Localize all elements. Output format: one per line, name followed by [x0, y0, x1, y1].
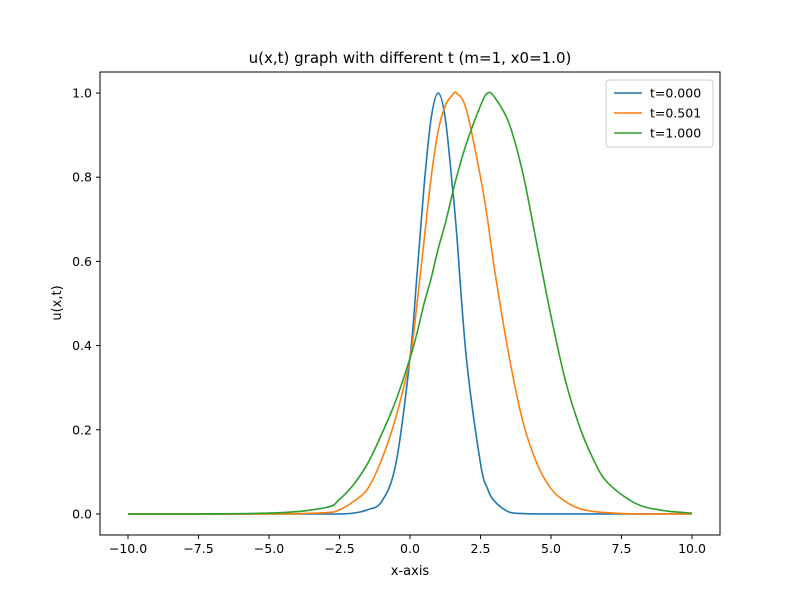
y-axis: 0.0 0.2 0.4 0.6 0.8 1.0 — [72, 86, 100, 521]
x-tick-label: 7.5 — [612, 541, 632, 556]
legend-box — [605, 79, 714, 148]
legend-label-1: t=0.501 — [650, 106, 701, 121]
y-tick-label: 0.0 — [72, 506, 92, 521]
x-tick-label: −7.5 — [183, 541, 213, 556]
x-tick-label: −10.0 — [109, 541, 147, 556]
series-line-1 — [127, 91, 692, 515]
y-tick-label: 0.6 — [72, 254, 92, 269]
x-axis-label: x-axis — [391, 564, 430, 579]
y-tick-label: 1.0 — [72, 86, 92, 101]
y-axis-label: u(x,t) — [50, 285, 65, 320]
legend-label-2: t=1.000 — [650, 126, 701, 141]
x-tick-label: 0.0 — [400, 541, 420, 556]
legend: t=0.000 t=0.501 t=1.000 — [605, 79, 714, 148]
x-axis: −10.0 −7.5 −5.0 −2.5 0.0 2.5 5.0 7.5 10.0 — [109, 535, 706, 556]
x-tick-label: −5.0 — [254, 541, 284, 556]
x-tick-label: 2.5 — [471, 541, 491, 556]
series-line-2 — [127, 91, 693, 515]
plot-series — [127, 91, 693, 515]
x-tick-label: 10.0 — [678, 541, 706, 556]
chart-title: u(x,t) graph with different t (m=1, x0=1… — [249, 49, 572, 67]
x-tick-label: 5.0 — [541, 541, 561, 556]
y-tick-label: 0.2 — [72, 422, 92, 437]
y-tick-label: 0.4 — [72, 338, 92, 353]
y-tick-label: 0.8 — [72, 170, 92, 185]
legend-label-0: t=0.000 — [650, 86, 701, 101]
x-tick-label: −2.5 — [324, 541, 354, 556]
series-line-0 — [128, 92, 692, 515]
